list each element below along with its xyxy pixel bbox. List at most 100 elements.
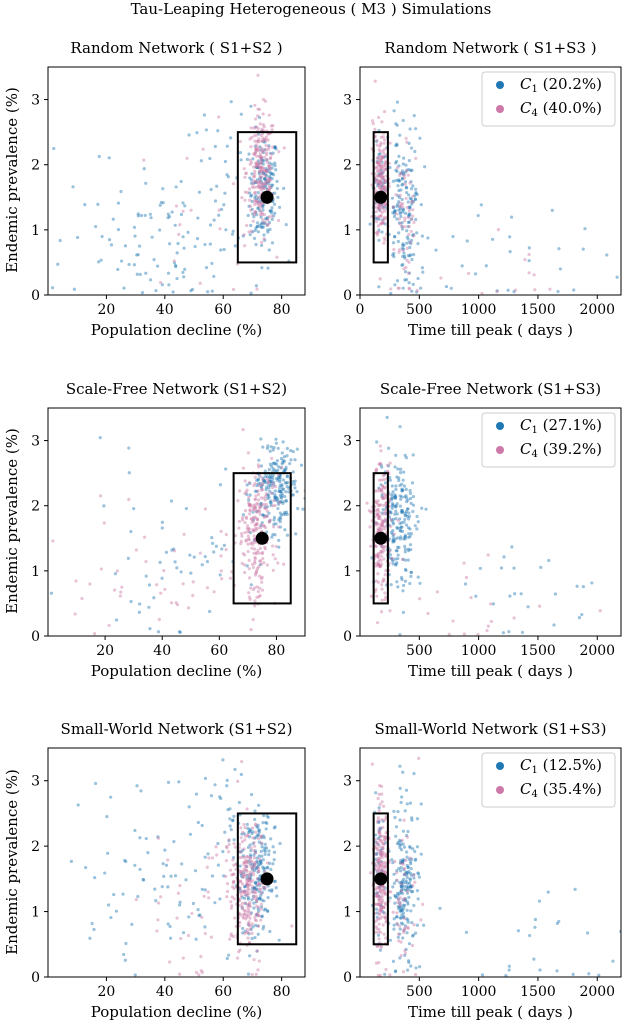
data-point xyxy=(402,884,406,888)
x-tick-label: 60 xyxy=(214,984,232,1000)
data-point xyxy=(167,214,172,219)
data-point xyxy=(264,494,268,498)
x-axis-label: Time till peak ( days ) xyxy=(407,321,574,339)
data-point xyxy=(270,475,274,479)
data-point xyxy=(269,185,273,189)
data-point xyxy=(197,973,201,977)
data-point xyxy=(229,136,233,140)
data-point xyxy=(251,830,255,834)
data-point xyxy=(395,169,399,174)
data-point xyxy=(247,512,252,516)
data-point xyxy=(398,471,403,475)
data-point xyxy=(253,497,257,501)
data-point xyxy=(200,970,205,974)
data-point xyxy=(270,162,274,166)
data-point xyxy=(615,275,619,279)
data-point xyxy=(507,629,511,634)
data-point xyxy=(193,869,198,873)
data-point xyxy=(382,221,386,225)
data-point xyxy=(384,153,388,157)
data-point xyxy=(256,73,260,77)
data-point xyxy=(380,899,385,903)
data-point xyxy=(261,513,265,517)
data-point xyxy=(377,115,381,120)
data-point xyxy=(380,869,384,873)
data-point xyxy=(375,944,379,949)
data-point xyxy=(205,560,210,564)
data-point xyxy=(254,823,258,827)
data-point xyxy=(407,281,411,285)
data-point xyxy=(256,932,260,936)
data-point xyxy=(401,242,405,246)
data-point xyxy=(269,837,273,841)
data-point xyxy=(400,510,405,514)
data-point xyxy=(391,534,395,538)
data-point xyxy=(451,619,455,623)
data-point xyxy=(266,164,271,168)
data-point xyxy=(402,858,406,862)
data-point xyxy=(166,885,170,889)
data-point xyxy=(260,854,264,858)
data-point xyxy=(273,495,277,500)
data-point xyxy=(253,586,257,590)
data-point xyxy=(252,872,256,877)
data-point xyxy=(408,846,412,850)
data-point xyxy=(245,880,249,884)
data-point xyxy=(284,498,288,503)
data-point xyxy=(395,217,399,221)
data-point xyxy=(203,554,207,559)
data-point xyxy=(194,970,199,975)
data-point xyxy=(268,176,272,180)
data-point xyxy=(382,905,386,910)
data-point xyxy=(394,212,399,216)
data-point xyxy=(258,505,262,510)
data-point xyxy=(379,839,384,843)
data-point xyxy=(42,210,45,213)
data-point xyxy=(383,187,387,191)
data-point xyxy=(244,868,249,872)
data-point xyxy=(398,201,402,205)
data-point xyxy=(247,230,251,234)
data-point xyxy=(405,891,410,895)
data-point xyxy=(262,159,266,163)
data-point xyxy=(238,879,243,883)
data-point xyxy=(411,282,415,287)
data-point xyxy=(148,627,152,631)
data-point xyxy=(253,202,257,207)
data-point xyxy=(156,630,161,634)
data-point xyxy=(203,855,207,859)
data-point xyxy=(409,547,413,552)
data-point xyxy=(519,592,523,596)
data-point xyxy=(247,877,252,881)
data-point xyxy=(240,534,244,538)
data-point xyxy=(400,489,404,493)
data-point xyxy=(270,888,274,892)
data-point xyxy=(391,517,396,522)
data-point xyxy=(267,495,271,499)
data-point xyxy=(381,495,385,499)
data-point xyxy=(377,809,381,813)
data-point xyxy=(409,873,414,877)
data-point xyxy=(255,213,259,217)
data-point xyxy=(378,516,382,520)
data-point xyxy=(257,473,261,477)
data-point xyxy=(186,933,191,938)
data-point xyxy=(134,897,138,902)
data-point xyxy=(403,256,407,260)
data-point xyxy=(408,543,413,547)
panel-title: Random Network ( S1+S3 ) xyxy=(384,39,597,57)
data-point xyxy=(374,564,378,568)
data-point xyxy=(389,498,394,502)
data-point xyxy=(129,529,133,534)
data-point xyxy=(160,885,164,889)
data-point xyxy=(407,209,411,213)
data-point xyxy=(380,120,384,124)
data-point xyxy=(270,535,274,539)
data-point xyxy=(380,544,384,549)
data-point xyxy=(375,891,380,895)
data-point xyxy=(394,878,399,883)
data-point xyxy=(292,482,297,486)
data-point xyxy=(380,792,384,796)
data-point xyxy=(247,530,251,534)
data-point xyxy=(381,888,385,893)
